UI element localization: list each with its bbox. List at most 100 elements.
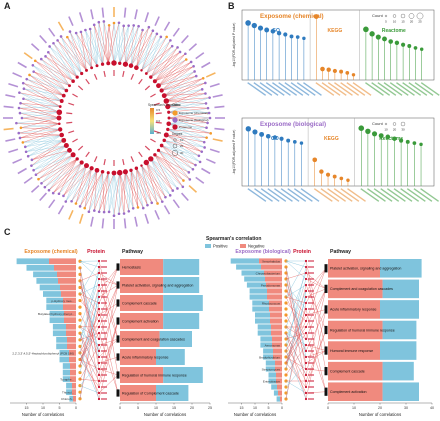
- bar-negative: [267, 294, 282, 300]
- bar-positive: [382, 279, 419, 299]
- network-edge: [23, 98, 62, 102]
- network-edge: [33, 150, 70, 171]
- bar-positive: [244, 276, 265, 282]
- network-edge: [75, 168, 92, 204]
- network-edge: [164, 75, 197, 96]
- network-node-exposome: [31, 64, 35, 67]
- protein-label-mark: [113, 160, 115, 166]
- pathway-edge: [98, 284, 119, 298]
- pathway-label: Complement activation: [122, 319, 159, 323]
- network-node-exposome: [30, 158, 34, 162]
- corr-edge: [79, 333, 100, 346]
- network-node-protein: [122, 61, 129, 67]
- network-edge: [141, 30, 154, 71]
- corr-edge: [285, 332, 307, 340]
- lollipop-point: [394, 40, 400, 45]
- network-node-exposome: [184, 58, 188, 61]
- network-edge: [164, 82, 206, 96]
- exposome-node: [78, 318, 82, 322]
- network-edge: [20, 103, 60, 113]
- bar-negative: [276, 378, 282, 384]
- bar-category-label: Rhodococcus: [262, 301, 281, 305]
- network-label-mark: [188, 43, 198, 52]
- term-label-mark: [254, 188, 273, 202]
- protein-node: [97, 337, 101, 341]
- bar-negative: [328, 341, 380, 360]
- network-node-exposome: [127, 24, 130, 27]
- network-node-exposome: [112, 214, 116, 218]
- network-node-exposome: [46, 50, 50, 54]
- corr-edge: [285, 260, 307, 280]
- panel-label-c: C: [4, 227, 11, 237]
- lollipop-point: [325, 172, 331, 177]
- corr-edge: [285, 272, 307, 388]
- network-node-protein: [153, 153, 157, 157]
- network-edge: [20, 117, 60, 128]
- corr-edge: [79, 267, 100, 358]
- network-node-protein: [167, 116, 171, 120]
- network-node-exposome: [74, 202, 78, 205]
- lollipop-point: [313, 14, 319, 19]
- network-edge: [141, 165, 148, 206]
- protein-label-mark: [101, 326, 107, 328]
- network-node-exposome: [21, 141, 25, 144]
- lollipop-point: [369, 31, 375, 37]
- corr-edge: [285, 284, 307, 310]
- network-node-protein: [95, 64, 99, 68]
- network-label-mark: [3, 117, 13, 119]
- network-edge: [166, 134, 201, 163]
- term-label-mark: [320, 188, 340, 202]
- network-edge: [94, 170, 98, 211]
- network-edge: [67, 37, 92, 68]
- protein-label-mark: [101, 356, 107, 358]
- network-edge: [150, 158, 173, 191]
- network-node-protein: [75, 75, 79, 79]
- degree-circle-30: [171, 149, 178, 156]
- lollipop-point: [346, 178, 350, 182]
- protein-node: [304, 367, 308, 371]
- bar-positive: [263, 348, 273, 354]
- bar-positive: [163, 313, 200, 329]
- corr-edge: [79, 272, 100, 282]
- protein-node: [304, 385, 308, 389]
- network-edge: [18, 129, 61, 134]
- network-node-exposome: [32, 168, 35, 172]
- network-node-exposome: [21, 81, 25, 85]
- corr-edge: [285, 284, 307, 364]
- network-edge: [158, 61, 192, 86]
- x-tick-label: 10: [154, 406, 158, 410]
- corr-edge: [79, 274, 100, 388]
- lollipop-point: [407, 44, 412, 48]
- network-edge: [164, 140, 201, 163]
- protein-label-mark: [308, 302, 314, 304]
- network-edge: [154, 154, 183, 187]
- lollipop-point: [401, 42, 406, 47]
- network-edge: [67, 37, 87, 71]
- pathway-node: [116, 353, 120, 361]
- network-node-protein: [71, 79, 75, 83]
- pathway-edge: [98, 320, 119, 382]
- network-edge: [16, 122, 61, 130]
- network-node-exposome: [178, 50, 182, 54]
- corr-edge: [79, 378, 100, 382]
- corr-edge: [285, 350, 307, 400]
- network-edge: [154, 51, 181, 82]
- corr-edge: [79, 261, 100, 268]
- network-edge: [23, 88, 61, 107]
- network-edge: [141, 165, 171, 196]
- corr-edge: [79, 261, 100, 280]
- pathway-label: Hemostasis: [122, 265, 141, 269]
- network-edge: [69, 31, 87, 71]
- term-label-mark: [389, 82, 409, 96]
- pathway-edge: [98, 266, 119, 292]
- network-label-mark: [214, 105, 225, 109]
- corr-edge: [79, 280, 100, 310]
- network-node-protein: [59, 132, 64, 138]
- network-edge: [48, 52, 74, 82]
- network-node-protein: [140, 164, 143, 167]
- lollipop-point: [265, 133, 271, 139]
- lollipop-point: [358, 125, 365, 131]
- protein-node: [97, 355, 101, 359]
- network-edge: [28, 134, 62, 157]
- bar-negative: [328, 279, 383, 299]
